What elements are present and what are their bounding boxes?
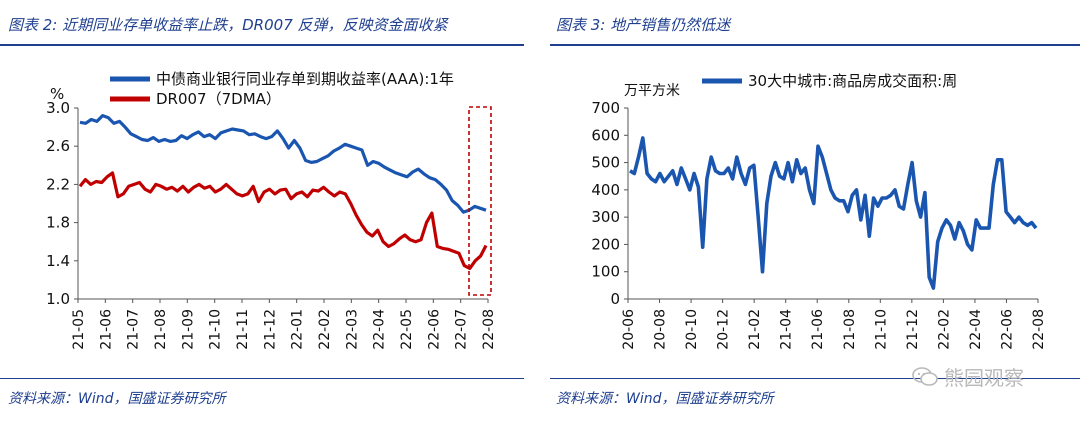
x-tick-label: 20-12 <box>716 309 732 350</box>
x-tick-label: 21-08 <box>842 309 858 350</box>
x-tick-label: 22-06 <box>426 309 442 350</box>
right-footer-rule <box>550 378 1080 379</box>
x-tick-label: 22-02 <box>317 309 333 350</box>
x-tick-label: 21-12 <box>905 309 921 350</box>
right-source-note: 资料来源：Wind，国盛证券研究所 <box>556 391 774 407</box>
watermark-text: 熊园观察 <box>944 366 1024 390</box>
y-tick-label: 3.0 <box>46 99 70 117</box>
y-tick-label: 100 <box>591 263 620 281</box>
x-tick-label: 22-01 <box>290 309 306 350</box>
y-tick-label: 2.6 <box>46 137 70 155</box>
x-tick-label: 21-11 <box>235 309 251 350</box>
left-title-rule <box>0 44 524 46</box>
right-chart-title: 图表 3: 地产销售仍然低迷 <box>556 16 731 34</box>
y-tick-label: 300 <box>591 208 620 226</box>
x-tick-label: 21-04 <box>779 309 795 350</box>
x-tick-label: 22-02 <box>936 309 952 350</box>
series-line-1 <box>78 171 488 270</box>
x-tick-label: 21-07 <box>126 309 142 350</box>
y-tick-label: 2.2 <box>46 175 70 193</box>
x-tick-label: 22-07 <box>454 309 470 350</box>
left-chart-title: 图表 2: 近期同业存单收益率止跌，DR007 反弹，反映资金面收紧 <box>8 16 448 34</box>
legend-label-1: DR007（7DMA） <box>156 90 281 108</box>
y-tick-label: 0 <box>610 290 620 308</box>
y-tick-label: 400 <box>591 181 620 199</box>
y-tick-label: 1.8 <box>46 214 70 232</box>
x-tick-label: 21-06 <box>810 309 826 350</box>
x-tick-label: 21-06 <box>98 309 114 350</box>
wechat-icon <box>912 366 938 386</box>
y-tick-label: 200 <box>591 235 620 253</box>
x-tick-label: 20-10 <box>684 309 700 350</box>
y-unit-label: 万平方米 <box>624 83 680 99</box>
x-tick-label: 22-03 <box>344 309 360 350</box>
x-tick-label: 22-08 <box>1031 309 1047 350</box>
x-tick-label: 22-05 <box>399 309 415 350</box>
left-footer-rule <box>0 378 524 379</box>
watermark: 熊园观察 <box>912 362 1024 391</box>
series-line-0 <box>79 113 487 214</box>
x-tick-label: 22-04 <box>372 309 388 350</box>
legend-label-0: 中债商业银行同业存单到期收益率(AAA):1年 <box>156 70 454 88</box>
x-tick-label: 22-06 <box>999 309 1015 350</box>
series-line-0 <box>629 136 1038 290</box>
y-tick-label: 500 <box>591 154 620 172</box>
x-tick-label: 21-05 <box>71 309 87 350</box>
legend-label-0: 30大中城市:商品房成交面积:周 <box>748 72 957 90</box>
x-tick-label: 20-08 <box>653 309 669 350</box>
x-tick-label: 21-10 <box>208 309 224 350</box>
x-tick-label: 22-04 <box>968 309 984 350</box>
left-source-note: 资料来源：Wind，国盛证券研究所 <box>8 391 226 407</box>
x-tick-label: 21-10 <box>873 309 889 350</box>
x-tick-label: 21-12 <box>262 309 278 350</box>
x-tick-label: 21-02 <box>747 309 763 350</box>
x-tick-label: 22-08 <box>481 309 497 350</box>
x-tick-label: 21-09 <box>180 309 196 350</box>
y-tick-label: 700 <box>591 99 620 117</box>
left-chart: 1.0 1.4 1.8 2.2 2.6 3.0% 21-05 21-06 21-07 21-08 2… <box>46 70 497 350</box>
highlight-box <box>468 106 492 296</box>
x-tick-label: 21-08 <box>153 309 169 350</box>
right-title-rule <box>550 44 1080 46</box>
y-unit-label: % <box>50 85 64 103</box>
y-tick-label: 1.4 <box>46 252 70 270</box>
y-tick-label: 600 <box>591 126 620 144</box>
y-tick-label: 1.0 <box>46 290 70 308</box>
x-tick-label: 20-06 <box>621 309 637 350</box>
